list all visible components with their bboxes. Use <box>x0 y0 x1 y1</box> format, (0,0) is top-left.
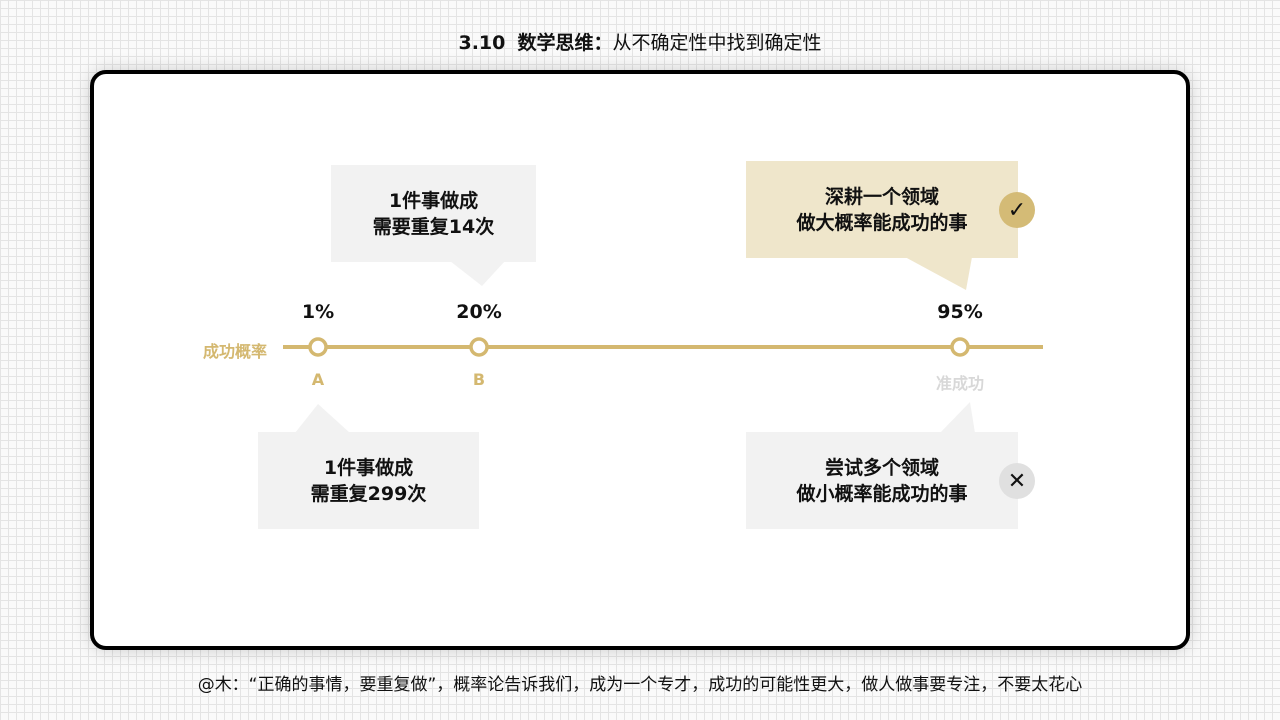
percent-a: 1% <box>301 301 335 323</box>
percent-b: 20% <box>456 301 502 323</box>
timeline-point-b <box>469 337 489 357</box>
callout-a-line1: 1件事做成 <box>323 456 414 479</box>
point-label-success: 准成功 <box>935 374 984 393</box>
axis-label: 成功概率 <box>202 342 267 361</box>
close-icon: ✕ <box>999 463 1035 499</box>
callout-b-line1: 1件事做成 <box>388 189 479 212</box>
title-text: 从不确定性中找到确定性 <box>612 32 822 54</box>
callout-bad: 尝试多个领域 做小概率能成功的事 <box>746 432 1018 529</box>
callout-bad-line2: 做小概率能成功的事 <box>796 482 968 505</box>
callout-a-line2: 需重复299次 <box>310 482 427 505</box>
check-icon: ✓ <box>999 192 1035 228</box>
page-title: 3.10 数学思维：从不确定性中找到确定性 <box>0 28 1280 55</box>
callout-b-tail <box>450 261 505 286</box>
section-number: 3.10 <box>458 32 506 54</box>
callout-bad-tail <box>940 402 975 433</box>
callout-good: 深耕一个领域 做大概率能成功的事 <box>746 161 1018 258</box>
timeline-point-a <box>308 337 328 357</box>
callout-a: 1件事做成 需重复299次 <box>258 432 479 529</box>
point-label-b: B <box>472 370 486 389</box>
callout-good-tail <box>905 257 972 290</box>
callout-b: 1件事做成 需要重复14次 <box>331 165 536 262</box>
caption: @木：“正确的事情，要重复做”，概率论告诉我们，成为一个专才，成功的可能性更大，… <box>197 675 1083 695</box>
callout-good-line1: 深耕一个领域 <box>824 185 939 208</box>
title-topic: 数学思维： <box>517 32 613 54</box>
percent-success: 95% <box>937 301 983 323</box>
callout-good-line2: 做大概率能成功的事 <box>796 211 968 234</box>
point-label-a: A <box>311 370 325 389</box>
timeline-point-success <box>950 337 970 357</box>
callout-bad-line1: 尝试多个领域 <box>824 456 939 479</box>
callout-a-tail <box>295 404 350 433</box>
callout-b-line2: 需要重复14次 <box>372 215 495 238</box>
